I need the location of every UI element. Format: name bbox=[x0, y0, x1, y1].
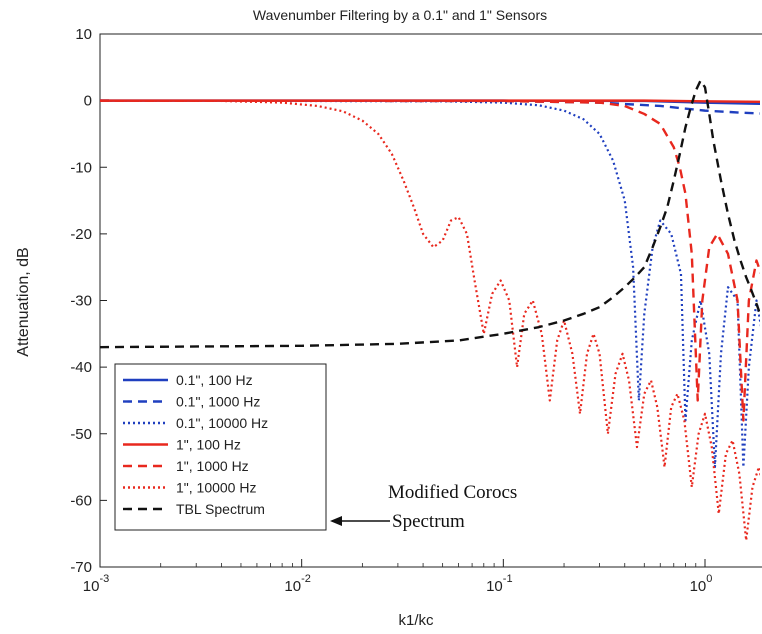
y-tick-label: -10 bbox=[70, 159, 92, 176]
y-axis-label: Attenuation, dB bbox=[15, 247, 32, 356]
legend-box bbox=[114, 363, 327, 531]
series-line-4 bbox=[100, 99, 760, 422]
x-tick-label: 100 bbox=[690, 573, 713, 595]
legend-label: 1", 1000 Hz bbox=[176, 458, 249, 474]
x-tick-label: 10-3 bbox=[83, 573, 109, 595]
x-tick-label: 10-1 bbox=[486, 573, 512, 595]
series-line-3 bbox=[100, 99, 760, 104]
x-axis: 10-3 10-2 10-1 100 bbox=[83, 559, 713, 595]
annotation-text-line1: Modified Corocs bbox=[388, 482, 517, 503]
x-tick-label: 10-2 bbox=[284, 573, 310, 595]
annotation-text-line2: Spectrum bbox=[392, 511, 465, 532]
x-axis-label: k1/kc bbox=[398, 612, 434, 629]
series-line-6 bbox=[100, 79, 760, 349]
chart-title: Wavenumber Filtering by a 0.1" and 1" Se… bbox=[253, 7, 547, 23]
legend-label: TBL Spectrum bbox=[176, 501, 265, 517]
legend-label: 1", 10000 Hz bbox=[176, 480, 256, 496]
legend-label: 0.1", 10000 Hz bbox=[176, 415, 268, 431]
y-tick-label: 10 bbox=[75, 26, 92, 43]
annotation: Modified Corocs Spectrum bbox=[330, 482, 517, 532]
series-line-1 bbox=[100, 99, 760, 115]
y-tick-label: -50 bbox=[70, 426, 92, 443]
legend-label: 1", 100 Hz bbox=[176, 437, 241, 453]
legend-label: 0.1", 100 Hz bbox=[176, 372, 253, 388]
y-tick-label: -40 bbox=[70, 359, 92, 376]
series-layer bbox=[100, 79, 760, 542]
y-axis: 10 0 -10 -20 -30 -40 -50 -60 -70 bbox=[70, 26, 107, 576]
y-tick-label: 0 bbox=[84, 93, 92, 110]
y-tick-label: -20 bbox=[70, 226, 92, 243]
legend-label: 0.1", 1000 Hz bbox=[176, 394, 260, 410]
y-tick-label: -30 bbox=[70, 293, 92, 310]
series-line-5 bbox=[100, 99, 760, 542]
legend: 0.1", 100 Hz 0.1", 1000 Hz 0.1", 10000 Hz 1… bbox=[114, 363, 327, 531]
y-tick-label: -60 bbox=[70, 492, 92, 509]
y-tick-label: -70 bbox=[70, 559, 92, 576]
